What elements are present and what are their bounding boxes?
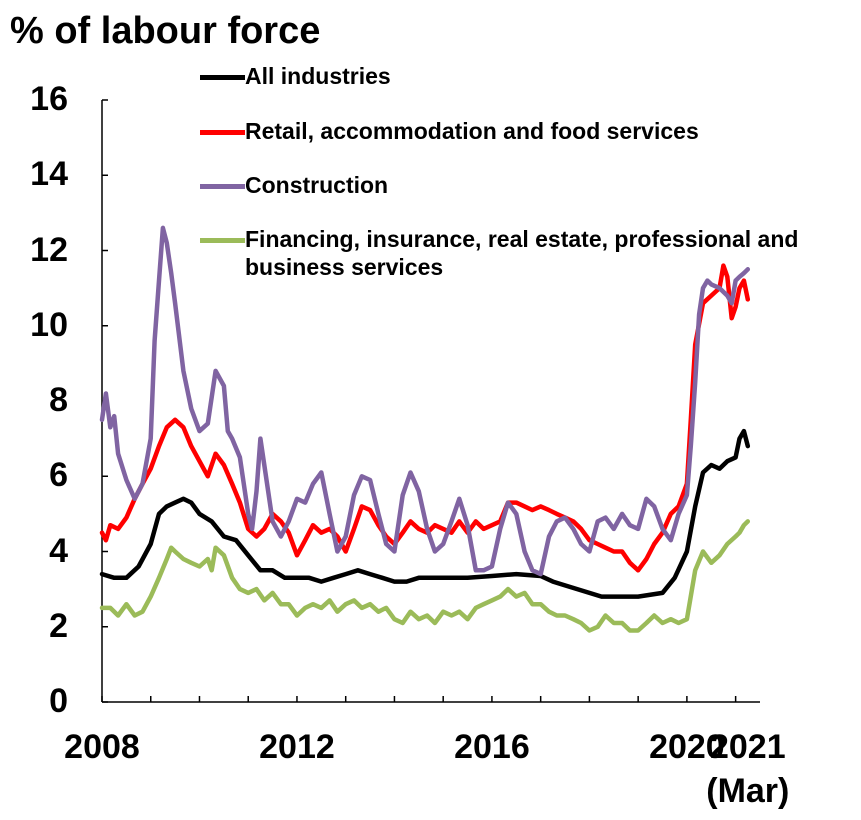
x-tick-sublabel: (Mar) <box>706 772 790 810</box>
y-tick-label: 4 <box>49 531 68 570</box>
y-tick-label: 2 <box>49 606 68 645</box>
y-tick-label: 14 <box>30 155 68 194</box>
chart-axes <box>101 99 760 703</box>
legend-item: Construction <box>200 171 388 199</box>
chart-series-lines <box>99 225 751 633</box>
y-tick-label: 10 <box>30 305 68 344</box>
legend-item: Retail, accommodation and food services <box>200 117 699 145</box>
x-tick-label: 2020 <box>649 728 725 766</box>
legend-swatch <box>200 130 245 135</box>
legend-label: Financing, insurance, real estate, profe… <box>245 226 799 280</box>
x-tick-label: 2008 <box>64 728 140 766</box>
x-tick-label: 2016 <box>454 728 530 766</box>
legend-label: Retail, accommodation and food services <box>245 118 699 144</box>
legend-item: All industries <box>200 62 391 90</box>
legend-label: Construction <box>245 172 389 198</box>
y-tick-label: 0 <box>49 682 68 720</box>
x-tick-label: 2021 <box>709 728 786 766</box>
series-line-1 <box>99 263 751 573</box>
y-tick-label: 12 <box>30 230 68 269</box>
series-line-0 <box>99 428 751 599</box>
legend-label: All industries <box>245 63 391 89</box>
legend-item: Financing, insurance, real estate, profe… <box>200 225 861 281</box>
legend-swatch <box>200 75 245 80</box>
y-tick-label: 16 <box>30 80 68 118</box>
series-line-2 <box>99 225 751 577</box>
y-axis-title: % of labour force <box>10 10 321 52</box>
y-tick-label: 8 <box>49 381 68 419</box>
legend-swatch <box>200 238 245 243</box>
x-tick-label: 2012 <box>259 728 335 766</box>
series-line-3 <box>99 519 751 633</box>
legend-swatch <box>200 184 245 189</box>
y-tick-label: 6 <box>49 456 68 495</box>
